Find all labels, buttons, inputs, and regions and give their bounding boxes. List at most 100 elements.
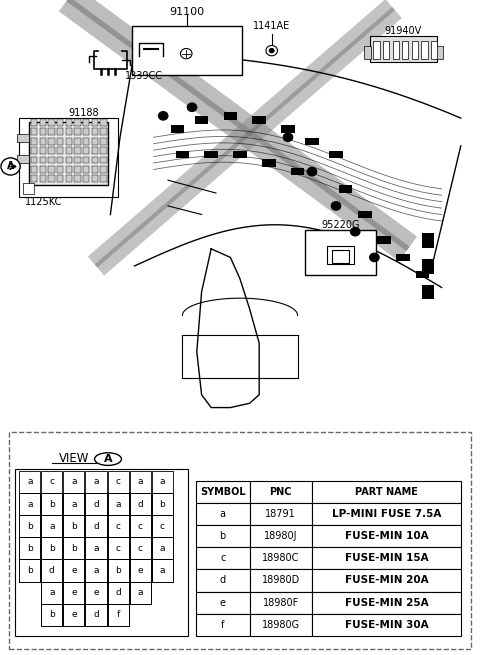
Text: d: d xyxy=(220,576,226,586)
Text: PNC: PNC xyxy=(270,487,292,497)
Bar xyxy=(83,119,89,126)
Bar xyxy=(196,591,250,614)
Bar xyxy=(358,211,372,218)
Bar xyxy=(422,259,434,274)
Bar xyxy=(250,591,312,614)
Bar xyxy=(312,481,461,503)
Bar xyxy=(40,138,46,145)
Bar xyxy=(312,591,461,614)
Text: b: b xyxy=(49,500,55,508)
Bar xyxy=(48,119,55,126)
Bar xyxy=(23,183,34,194)
Bar xyxy=(31,166,37,173)
Text: LP-MINI FUSE 7.5A: LP-MINI FUSE 7.5A xyxy=(332,509,441,519)
Text: e: e xyxy=(137,566,143,575)
Bar xyxy=(402,41,408,59)
Text: 18980F: 18980F xyxy=(263,597,299,608)
Bar xyxy=(48,128,55,135)
Bar xyxy=(31,147,37,154)
Text: a: a xyxy=(159,477,165,487)
Text: f: f xyxy=(117,610,120,619)
Bar xyxy=(305,229,376,274)
Bar xyxy=(393,41,399,59)
Bar xyxy=(416,271,429,278)
Bar xyxy=(17,155,29,163)
Text: FUSE-MIN 20A: FUSE-MIN 20A xyxy=(345,576,428,586)
Bar xyxy=(412,41,418,59)
Bar xyxy=(74,157,81,164)
Bar xyxy=(29,122,108,185)
Bar xyxy=(100,119,107,126)
Bar xyxy=(312,569,461,591)
Text: b: b xyxy=(115,566,121,575)
Bar xyxy=(41,472,62,493)
Bar xyxy=(436,46,443,59)
Bar xyxy=(370,37,437,62)
Bar xyxy=(83,128,89,135)
Bar xyxy=(92,128,98,135)
Text: e: e xyxy=(220,597,226,608)
Bar xyxy=(250,481,312,503)
Bar xyxy=(66,128,72,135)
Bar xyxy=(421,41,428,59)
Bar xyxy=(57,147,63,154)
Circle shape xyxy=(331,202,341,210)
Text: c: c xyxy=(138,521,143,531)
Text: 18980D: 18980D xyxy=(262,576,300,586)
Bar xyxy=(66,157,72,164)
Circle shape xyxy=(307,167,317,176)
Text: 1125KC: 1125KC xyxy=(24,196,62,206)
Circle shape xyxy=(350,227,360,236)
Bar xyxy=(422,233,434,248)
Bar xyxy=(196,481,250,503)
Bar xyxy=(250,503,312,525)
Text: d: d xyxy=(115,588,121,597)
Text: VIEW: VIEW xyxy=(59,452,90,465)
Bar xyxy=(431,41,437,59)
Bar xyxy=(40,176,46,182)
Bar xyxy=(83,176,89,182)
Bar xyxy=(130,472,151,493)
Text: a: a xyxy=(71,477,77,487)
Bar xyxy=(74,128,81,135)
Bar xyxy=(48,138,55,145)
Bar xyxy=(100,147,107,154)
Text: SYMBOL: SYMBOL xyxy=(200,487,246,497)
Text: a: a xyxy=(27,500,33,508)
Bar xyxy=(100,166,107,173)
Bar xyxy=(31,176,37,182)
Bar xyxy=(15,468,188,636)
Text: 95220G: 95220G xyxy=(321,220,360,230)
Text: b: b xyxy=(27,544,33,553)
Bar xyxy=(291,168,304,176)
Bar xyxy=(373,41,380,59)
Bar xyxy=(40,119,46,126)
Text: b: b xyxy=(27,521,33,531)
Bar xyxy=(422,285,434,299)
Bar xyxy=(74,176,81,182)
Bar xyxy=(31,128,37,135)
Bar xyxy=(312,503,461,525)
Circle shape xyxy=(187,103,197,111)
Bar xyxy=(83,138,89,145)
Bar xyxy=(57,157,63,164)
Bar xyxy=(31,157,37,164)
Bar xyxy=(196,547,250,569)
Bar xyxy=(312,614,461,636)
Bar xyxy=(196,525,250,547)
Circle shape xyxy=(269,48,274,53)
Bar xyxy=(108,472,129,493)
Text: a: a xyxy=(220,509,226,519)
Text: b: b xyxy=(219,531,226,541)
Bar xyxy=(31,119,37,126)
Bar xyxy=(339,185,352,193)
Bar xyxy=(396,253,410,261)
Bar xyxy=(66,138,72,145)
Text: a: a xyxy=(93,544,99,553)
Text: c: c xyxy=(49,477,54,487)
Bar xyxy=(281,125,295,132)
Text: a: a xyxy=(115,500,121,508)
Text: 91188: 91188 xyxy=(69,108,99,118)
Text: 1339CC: 1339CC xyxy=(125,71,163,81)
Text: a: a xyxy=(93,477,99,487)
